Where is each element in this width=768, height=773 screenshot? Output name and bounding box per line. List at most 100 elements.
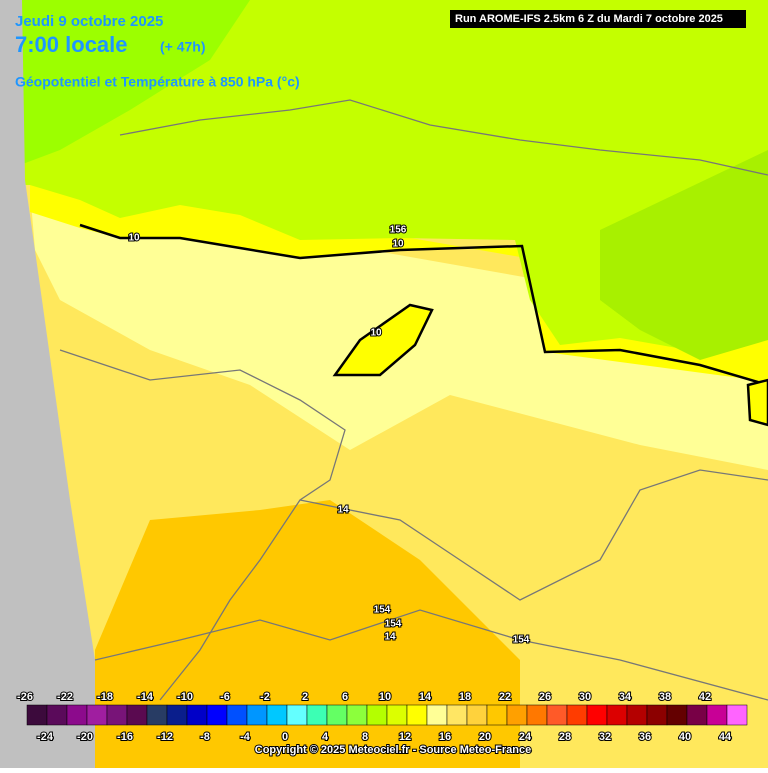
colorbar-label: 14 [419, 691, 432, 703]
colorbar-label: 18 [459, 691, 471, 703]
colorbar-label: -8 [200, 731, 210, 743]
colorbar-label: -6 [220, 691, 230, 703]
colorbar-label: 36 [639, 731, 651, 743]
colorbar-label: -4 [240, 731, 251, 743]
colorbar-label: 10 [379, 691, 391, 703]
copyright: Copyright © 2025 Meteociel.fr - Source M… [255, 744, 531, 756]
colorbar-swatch [326, 704, 348, 726]
colorbar-swatch [726, 704, 748, 726]
contour-label: 10 [128, 233, 140, 244]
colorbar-label: 6 [342, 691, 348, 703]
colorbar-swatch [206, 704, 228, 726]
colorbar-label: 0 [282, 731, 288, 743]
colorbar-swatch [426, 704, 448, 726]
colorbar-label: 8 [362, 731, 368, 743]
contour-label: 154 [374, 605, 391, 616]
colorbar-label: -20 [77, 731, 93, 743]
colorbar-label: 44 [719, 731, 732, 743]
contour-label: 154 [513, 635, 530, 646]
colorbar-label: 20 [479, 731, 491, 743]
contour-line [332, 303, 434, 377]
sea [0, 0, 95, 768]
colorbar-swatch [306, 704, 328, 726]
colorbar-swatch [46, 704, 68, 726]
temp-zone-island [335, 305, 432, 375]
colorbar-swatch [446, 704, 468, 726]
colorbar-swatch [386, 704, 408, 726]
contour-label: 156 [390, 225, 407, 236]
colorbar-label: 40 [679, 731, 691, 743]
colorbar-label: 42 [699, 691, 711, 703]
colorbar-swatch [66, 704, 88, 726]
colorbar-swatch [126, 704, 148, 726]
lead-time: (+ 47h) [160, 39, 206, 55]
colorbar-label: 38 [659, 691, 671, 703]
colorbar-label: 22 [499, 691, 511, 703]
colorbar-label: -24 [37, 731, 54, 743]
colorbar-swatch [26, 704, 48, 726]
colorbar-swatch [506, 704, 528, 726]
colorbar-label: 28 [559, 731, 571, 743]
colorbar-swatch [686, 704, 708, 726]
contour-label: 14 [337, 505, 349, 516]
colorbar-label: -26 [17, 691, 33, 703]
colorbar-label: 30 [579, 691, 591, 703]
field-title: Géopotentiel et Température à 850 hPa (°… [15, 74, 300, 90]
forecast-date: Jeudi 9 octobre 2025 [15, 13, 163, 30]
colorbar-swatch [186, 704, 208, 726]
colorbar-label: 16 [439, 731, 451, 743]
colorbar-label: -10 [177, 691, 193, 703]
run-box [450, 10, 746, 28]
colorbar-swatch [706, 704, 728, 726]
colorbar-swatch [106, 704, 128, 726]
colorbar-swatch [366, 704, 388, 726]
colorbar-label: 32 [599, 731, 611, 743]
border [94, 609, 768, 701]
colorbar-label: -16 [117, 731, 133, 743]
border [299, 469, 768, 601]
colorbar-swatch [166, 704, 188, 726]
forecast-time: 7:00 locale [15, 32, 128, 57]
colorbar-swatch [286, 704, 308, 726]
contour-line [79, 223, 768, 387]
colorbar-swatch [566, 704, 588, 726]
colorbar-label: 24 [519, 731, 532, 743]
colorbar-swatch [346, 704, 368, 726]
colorbar-label: 4 [322, 731, 329, 743]
colorbar-swatch [666, 704, 688, 726]
colorbar-swatch [546, 704, 568, 726]
contour-label: 14 [384, 632, 396, 643]
contour-label: 10 [370, 328, 382, 339]
colorbar-swatch [526, 704, 548, 726]
colorbar-swatch [226, 704, 248, 726]
colorbar-swatch [86, 704, 108, 726]
colorbar-label: -22 [57, 691, 73, 703]
colorbar-label: -14 [137, 691, 154, 703]
colorbar-swatch [626, 704, 648, 726]
colorbar-label: -18 [97, 691, 113, 703]
colorbar-swatch [466, 704, 488, 726]
colorbar-swatch [586, 704, 608, 726]
colorbar-label: 34 [619, 691, 632, 703]
colorbar-swatch [606, 704, 628, 726]
colorbar-label: -12 [157, 731, 173, 743]
colorbar-label: 26 [539, 691, 551, 703]
temp-zone-green [0, 0, 250, 165]
border [119, 99, 768, 176]
border [59, 349, 346, 701]
colorbar: -26-24-22-20-18-16-14-12-10-8-6-4-202468… [16, 690, 748, 744]
temp-zone-lime [0, 0, 768, 352]
colorbar-label: -2 [260, 691, 270, 703]
contour-label: 10 [392, 239, 404, 250]
contour-line [746, 378, 768, 427]
run-info: Run AROME-IFS 2.5km 6 Z du Mardi 7 octob… [455, 13, 723, 25]
colorbar-label: 2 [302, 691, 308, 703]
colorbar-swatch [646, 704, 668, 726]
colorbar-label: 12 [399, 731, 411, 743]
colorbar-swatch [406, 704, 428, 726]
colorbar-swatch [266, 704, 288, 726]
colorbar-swatch [246, 704, 268, 726]
contour-label: 154 [385, 619, 402, 630]
colorbar-swatch [146, 704, 168, 726]
